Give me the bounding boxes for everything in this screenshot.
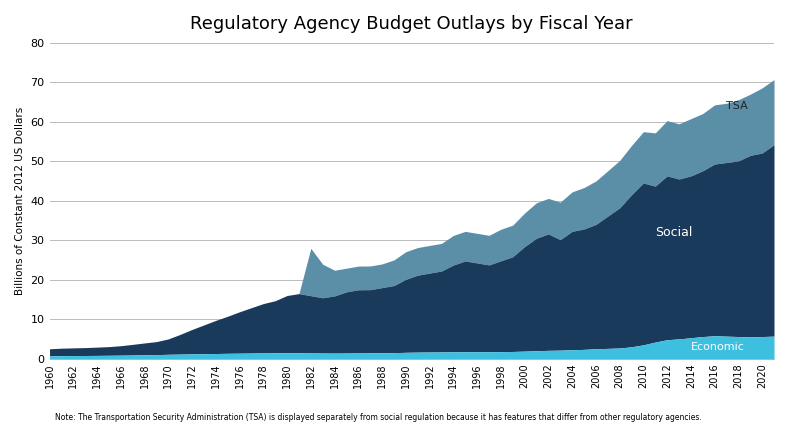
- Title: Regulatory Agency Budget Outlays by Fiscal Year: Regulatory Agency Budget Outlays by Fisc…: [190, 15, 633, 33]
- Text: Note: The Transportation Security Administration (TSA) is displayed separately f: Note: The Transportation Security Admini…: [55, 414, 702, 423]
- Y-axis label: Billions of Constant 2012 US Dollars: Billions of Constant 2012 US Dollars: [15, 107, 25, 295]
- Text: Social: Social: [655, 226, 693, 239]
- Text: Economic: Economic: [691, 342, 745, 352]
- Text: TSA: TSA: [727, 101, 748, 111]
